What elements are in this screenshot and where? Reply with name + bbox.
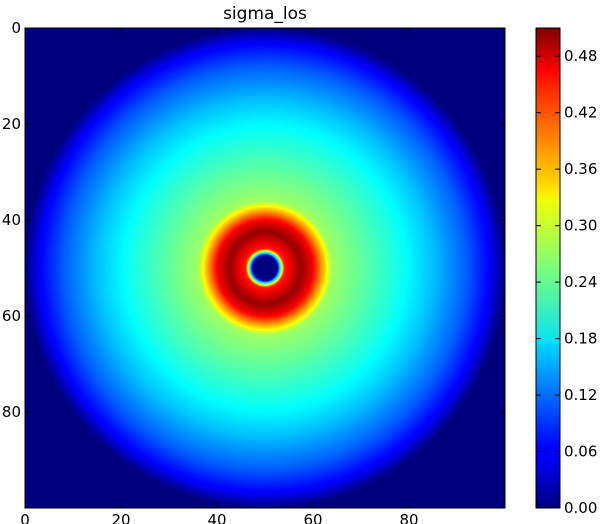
x-tick-label: 40 xyxy=(207,511,226,524)
y-tick-label: 0 xyxy=(11,19,21,37)
chart-title: sigma_los xyxy=(223,4,307,24)
x-tick-label: 20 xyxy=(111,511,130,524)
x-tick-label: 0 xyxy=(20,511,30,524)
x-axis: 0 20 40 60 80 xyxy=(20,28,419,524)
y-tick-label: 40 xyxy=(2,211,21,229)
x-tick-label: 80 xyxy=(399,511,418,524)
heatmap-center-min xyxy=(252,255,278,281)
plot-frame xyxy=(24,27,506,509)
colorbar-tick-label: 0.18 xyxy=(564,330,597,348)
colorbar-tick-label: 0.48 xyxy=(564,47,597,65)
colorbar-tick-label: 0.12 xyxy=(564,386,597,404)
colorbar-tick-label: 0.42 xyxy=(564,104,597,122)
y-tick-label: 20 xyxy=(2,115,21,133)
y-tick-label: 80 xyxy=(2,403,21,421)
y-tick-label: 60 xyxy=(2,307,21,325)
heatmap-image xyxy=(25,28,505,508)
colorbar-frame xyxy=(535,27,561,509)
colorbar-gradient xyxy=(536,28,560,508)
colorbar-tick-label: 0.36 xyxy=(564,160,597,178)
y-axis: 0 20 40 60 80 xyxy=(2,19,505,421)
colorbar-tick-label: 0.00 xyxy=(564,499,597,517)
colorbar-tick-label: 0.30 xyxy=(564,217,597,235)
colorbar-tick-label: 0.24 xyxy=(564,273,597,291)
colorbar-ticks: 0.00 0.06 0.12 0.18 0.24 0.30 0.36 0.42 0.48 xyxy=(536,47,597,517)
colorbar-tick-label: 0.06 xyxy=(564,443,597,461)
colorbar: 0.00 0.06 0.12 0.18 0.24 0.30 0.36 0.42 0.48 xyxy=(535,27,597,517)
heatmap-rings xyxy=(25,28,505,508)
x-tick-label: 60 xyxy=(303,511,322,524)
